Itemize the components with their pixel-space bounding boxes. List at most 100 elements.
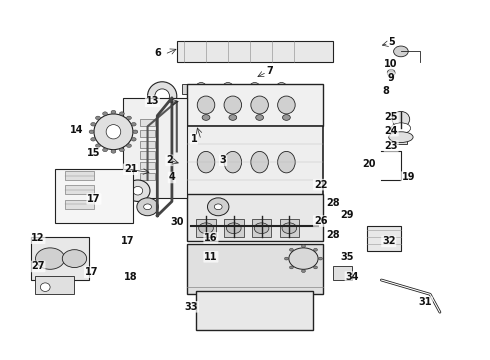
Ellipse shape: [314, 266, 318, 269]
Text: 16: 16: [204, 233, 218, 243]
Ellipse shape: [89, 130, 94, 134]
Bar: [55, 169, 133, 223]
Ellipse shape: [40, 283, 50, 292]
Text: 10: 10: [385, 59, 398, 69]
Ellipse shape: [62, 249, 87, 267]
Ellipse shape: [251, 152, 269, 173]
Ellipse shape: [393, 46, 408, 57]
Text: 32: 32: [382, 237, 395, 247]
Text: 4: 4: [169, 172, 175, 183]
Ellipse shape: [147, 82, 177, 111]
Ellipse shape: [102, 148, 107, 152]
Bar: [187, 84, 323, 126]
Bar: [196, 291, 313, 330]
Bar: [177, 41, 333, 62]
Ellipse shape: [229, 114, 237, 120]
Text: 9: 9: [388, 73, 394, 83]
Ellipse shape: [278, 152, 295, 173]
Bar: [123, 98, 187, 198]
Ellipse shape: [392, 111, 410, 127]
Bar: [333, 266, 352, 280]
Bar: [65, 185, 94, 194]
Ellipse shape: [102, 112, 107, 116]
Text: 29: 29: [341, 210, 354, 220]
Text: 27: 27: [31, 261, 45, 271]
Bar: [65, 200, 94, 208]
Text: 33: 33: [185, 302, 198, 312]
Ellipse shape: [282, 223, 296, 234]
Ellipse shape: [222, 82, 234, 95]
Text: 28: 28: [326, 198, 340, 207]
Ellipse shape: [126, 116, 131, 120]
Text: 13: 13: [146, 96, 159, 107]
Text: 31: 31: [418, 297, 432, 307]
Bar: [187, 126, 323, 198]
Ellipse shape: [318, 257, 322, 260]
Ellipse shape: [214, 204, 222, 210]
Ellipse shape: [125, 180, 150, 202]
Ellipse shape: [144, 204, 151, 210]
Bar: [140, 162, 155, 169]
Ellipse shape: [391, 123, 411, 134]
Text: 1: 1: [191, 134, 197, 144]
Bar: [367, 226, 401, 251]
Bar: [65, 171, 94, 180]
Bar: [395, 130, 407, 144]
Ellipse shape: [254, 223, 269, 234]
Text: 3: 3: [220, 156, 226, 165]
Ellipse shape: [290, 248, 294, 251]
Ellipse shape: [202, 114, 210, 120]
Ellipse shape: [283, 114, 290, 120]
Ellipse shape: [199, 223, 213, 234]
Ellipse shape: [249, 97, 261, 110]
Ellipse shape: [276, 97, 288, 110]
Ellipse shape: [276, 82, 288, 95]
Bar: [182, 84, 313, 94]
Text: 19: 19: [401, 172, 415, 182]
Ellipse shape: [224, 96, 242, 114]
Bar: [140, 141, 155, 148]
Ellipse shape: [111, 150, 116, 153]
Ellipse shape: [197, 96, 215, 114]
Text: 18: 18: [123, 272, 137, 282]
Bar: [30, 237, 89, 280]
Bar: [182, 98, 313, 109]
Ellipse shape: [389, 132, 413, 143]
Text: 20: 20: [363, 159, 376, 169]
Ellipse shape: [301, 270, 305, 273]
Ellipse shape: [387, 69, 395, 76]
Text: 11: 11: [204, 252, 218, 262]
Ellipse shape: [96, 144, 100, 148]
Ellipse shape: [120, 148, 124, 152]
Ellipse shape: [196, 82, 207, 95]
Ellipse shape: [131, 138, 136, 141]
Ellipse shape: [226, 223, 241, 234]
Ellipse shape: [94, 114, 133, 150]
Ellipse shape: [249, 82, 261, 95]
Ellipse shape: [126, 144, 131, 148]
Ellipse shape: [96, 116, 100, 120]
Ellipse shape: [222, 97, 234, 110]
Ellipse shape: [131, 122, 136, 126]
Text: 17: 17: [87, 194, 101, 204]
Ellipse shape: [278, 96, 295, 114]
Ellipse shape: [91, 122, 96, 126]
Ellipse shape: [133, 130, 138, 134]
Bar: [140, 173, 155, 180]
Ellipse shape: [285, 257, 288, 260]
Bar: [140, 130, 155, 137]
Ellipse shape: [106, 125, 121, 139]
Ellipse shape: [289, 248, 318, 269]
Ellipse shape: [120, 112, 124, 116]
Text: 22: 22: [314, 180, 327, 190]
Text: 28: 28: [326, 230, 340, 240]
Text: 30: 30: [170, 217, 184, 227]
Bar: [140, 152, 155, 158]
Bar: [187, 244, 323, 294]
Ellipse shape: [196, 97, 207, 110]
Bar: [280, 219, 299, 237]
Bar: [140, 119, 155, 126]
Ellipse shape: [111, 111, 116, 114]
Text: 8: 8: [383, 86, 390, 96]
Text: 5: 5: [388, 37, 394, 48]
